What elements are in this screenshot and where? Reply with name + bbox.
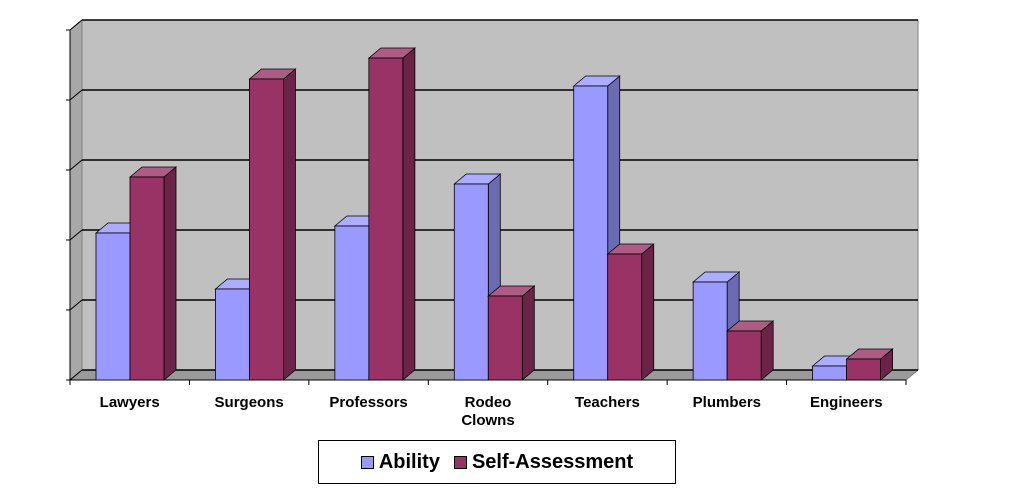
bar [726,320,775,381]
bar-front [692,281,728,381]
bar-front [334,225,370,381]
grid-line-side [69,19,83,31]
grid-line-side [69,369,83,381]
legend: Ability Self-Assessment [318,440,676,484]
bar-front [607,253,643,381]
legend-label: Self-Assessment [471,450,634,473]
bar [606,243,655,381]
bar-front [368,57,404,381]
bar [128,166,178,381]
bar-side [163,166,177,381]
bar-side [283,68,296,381]
bar-front [453,183,489,381]
bar [367,47,416,381]
legend-item: Ability [360,450,440,474]
legend-item: Self-Assessment [453,450,634,474]
bar [845,348,894,381]
bar-front [95,232,131,381]
bar [487,285,536,381]
x-tick-label: Engineers [810,394,883,411]
grid-line-side [69,89,83,101]
legend-label: Ability [378,450,440,473]
grid-line-side [69,229,83,241]
x-tick-label: Teachers [575,394,640,411]
bar-front [846,358,881,381]
bar-side [402,47,416,381]
x-tick-label: Lawyers [99,394,160,411]
grid-line-side [69,299,83,311]
x-tick-label: Surgeons [214,394,284,411]
x-tick-label: Rodeo Clowns [461,394,515,429]
grid-line-side [69,159,83,171]
bar-front [573,85,609,381]
bar-front [487,295,523,381]
bar-front [249,78,284,381]
bar-front [215,288,250,381]
bar-front [129,176,165,381]
bar-side [641,243,655,381]
bar-side [521,285,535,381]
x-tick-label: Plumbers [692,394,762,411]
bar-front [812,365,847,381]
side-wall [69,18,83,382]
bar-front [726,330,762,381]
legend-swatch [453,455,467,469]
legend-swatch [360,455,374,469]
bar [248,68,297,381]
x-tick-label: Professors [329,394,408,411]
